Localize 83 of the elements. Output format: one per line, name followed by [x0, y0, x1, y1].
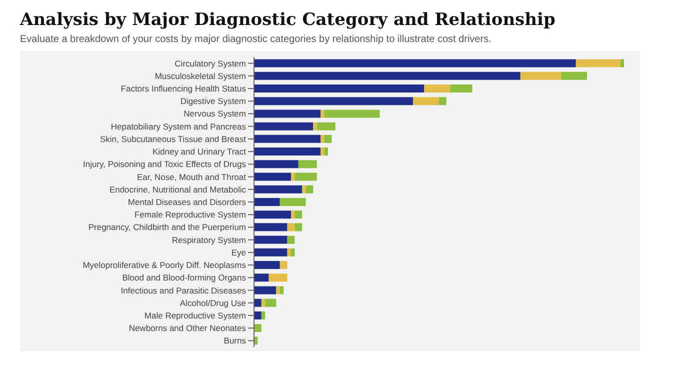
bar	[320, 148, 324, 156]
y-tick-label: Digestive System	[180, 96, 246, 106]
bar	[254, 223, 288, 232]
bar	[320, 110, 324, 118]
bar	[298, 160, 317, 168]
y-tick-label: Skin, Subcutaneous Tissue and Breast	[100, 134, 247, 144]
bar	[294, 172, 317, 181]
bar	[254, 236, 288, 244]
y-tick-label: Factors Influencing Health Status	[120, 84, 246, 94]
y-tick-label: Myeloproliferative & Poorly Diff. Neoplasms	[82, 260, 246, 270]
y-tick-label: Endocrine, Nutritional and Metabolic	[109, 184, 247, 194]
bar	[291, 248, 295, 256]
y-tick-label: Blood and Blood-forming Organs	[122, 272, 246, 283]
bar	[320, 134, 324, 143]
bar	[265, 298, 276, 307]
bar	[520, 72, 562, 80]
y-tick-label: Eye	[231, 247, 246, 258]
y-tick-label: Alcohol/Drug Use	[180, 298, 246, 308]
bar	[413, 97, 439, 106]
bar	[280, 198, 306, 206]
bar	[302, 185, 306, 194]
y-tick-label: Ear, Nose, Mouth and Throat	[137, 172, 247, 182]
bar	[280, 261, 288, 270]
bar	[294, 210, 302, 219]
bar	[424, 84, 450, 92]
chart-subtitle: Evaluate a breakdown of your costs by major diagnostic categories by relationship to illustrate cost drivers.	[19, 33, 492, 47]
y-tick-label: Injury, Poisoning and Toxic Effects of Drugs	[82, 159, 246, 170]
bar	[254, 84, 424, 92]
y-tick-label: Pregnancy, Childbirth and the Puerperium	[88, 222, 246, 232]
bar	[620, 59, 624, 68]
bar	[268, 274, 288, 282]
y-tick-label: Respiratory System	[172, 234, 246, 245]
bar	[294, 223, 302, 232]
bar	[291, 172, 295, 181]
bar	[576, 59, 620, 68]
bar	[287, 223, 295, 232]
bar	[254, 122, 314, 130]
bar	[254, 248, 288, 256]
y-tick-label: Mental Diseases and Disorders	[128, 197, 246, 207]
y-tick-label: Infectious and Parasitic Diseases	[120, 285, 246, 296]
y-tick-label: Male Reproductive System	[144, 310, 246, 320]
bar	[316, 122, 336, 130]
bar	[254, 172, 291, 181]
bar	[324, 148, 328, 156]
y-tick-label: Burns	[224, 336, 246, 346]
bar	[324, 110, 380, 118]
bar	[254, 324, 262, 332]
bar	[254, 59, 576, 68]
bar	[254, 97, 414, 106]
bar	[287, 236, 295, 244]
y-tick-label: Newborns and Other Neonates	[128, 323, 246, 334]
bar	[439, 97, 446, 106]
bar	[313, 122, 317, 130]
bar	[280, 286, 284, 294]
bar	[287, 248, 291, 256]
bar	[450, 84, 472, 92]
bar	[254, 148, 321, 156]
y-tick-label: Female Reproductive System	[134, 210, 246, 220]
bar	[254, 198, 280, 206]
bar	[254, 72, 520, 80]
bar	[254, 311, 262, 320]
y-tick-label: Circulatory System	[174, 58, 246, 68]
bar	[291, 210, 295, 219]
bar	[254, 298, 262, 307]
y-tick-label: Kidney and Urinary Tract	[152, 146, 247, 157]
bar	[254, 210, 291, 219]
y-tick-label: Hepatobiliary System and Pancreas	[110, 121, 246, 132]
bar	[261, 298, 266, 307]
bar	[254, 286, 276, 294]
bar	[254, 261, 280, 270]
bar	[306, 185, 314, 194]
y-tick-label: Musculoskeletal System	[154, 70, 246, 81]
y-tick-label: Nervous System	[184, 108, 246, 119]
bar	[324, 134, 332, 143]
bar	[254, 274, 269, 282]
bar	[254, 160, 298, 168]
bar	[276, 286, 280, 294]
chart-title: Analysis by Major Diagnostic Category and Relationship	[18, 9, 556, 30]
bar	[254, 185, 302, 194]
bar	[254, 110, 321, 118]
bar	[261, 311, 266, 320]
bar	[254, 134, 321, 143]
bar	[561, 72, 587, 80]
